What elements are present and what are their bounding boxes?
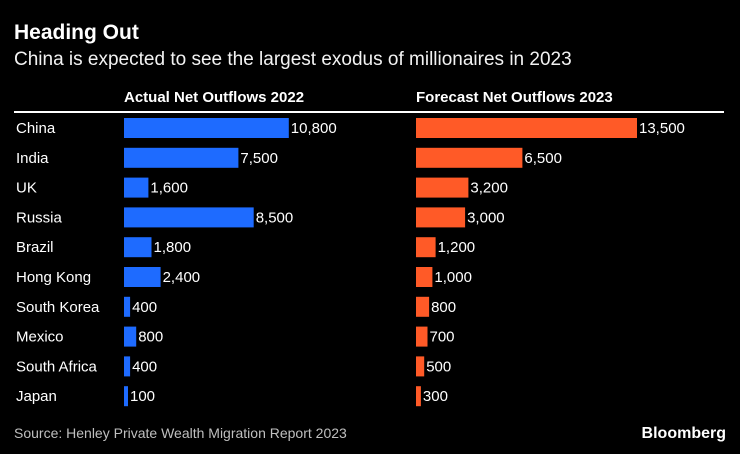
bar-forecast-brazil [416, 237, 436, 258]
value-label-forecast-south-africa: 500 [426, 358, 451, 375]
value-label-forecast-russia: 3,000 [467, 209, 505, 226]
value-label-forecast-brazil: 1,200 [438, 239, 476, 256]
value-label-forecast-hong-kong: 1,000 [434, 269, 472, 286]
category-label-russia: Russia [16, 209, 63, 226]
value-label-actual-mexico: 800 [138, 329, 163, 346]
value-label-actual-uk: 1,600 [150, 180, 188, 197]
value-label-forecast-japan: 300 [423, 388, 448, 405]
bar-forecast-hong-kong [416, 267, 433, 287]
value-label-actual-south-korea: 400 [132, 299, 157, 316]
value-label-forecast-china: 13,500 [639, 120, 685, 137]
value-label-actual-china: 10,800 [291, 120, 337, 137]
series-header-actual: Actual Net Outflows 2022 [124, 89, 305, 106]
bar-actual-uk [124, 177, 149, 198]
bar-actual-russia [124, 207, 254, 228]
bar-actual-china [124, 118, 289, 138]
bar-forecast-uk [416, 177, 469, 198]
header-divider [14, 111, 724, 113]
bar-actual-south-africa [124, 356, 131, 377]
value-label-actual-russia: 8,500 [256, 209, 294, 226]
value-label-actual-japan: 100 [130, 388, 155, 405]
category-label-south-korea: South Korea [16, 299, 100, 316]
bar-forecast-china [416, 118, 637, 138]
bar-forecast-south-africa [416, 356, 425, 377]
bar-actual-hong-kong [124, 267, 161, 287]
value-label-forecast-south-korea: 800 [431, 299, 456, 316]
bar-actual-brazil [124, 237, 152, 258]
category-label-brazil: Brazil [16, 239, 54, 256]
bar-forecast-india [416, 147, 523, 168]
category-label-india: India [16, 150, 49, 167]
source-note: Source: Henley Private Wealth Migration … [14, 425, 347, 441]
bar-actual-japan [124, 386, 128, 407]
bar-forecast-russia [416, 207, 466, 228]
category-label-south-africa: South Africa [16, 358, 98, 375]
bar-actual-mexico [124, 326, 137, 347]
category-label-mexico: Mexico [16, 329, 64, 346]
bloomberg-logo: Bloomberg [641, 425, 726, 442]
series-header-forecast: Forecast Net Outflows 2023 [416, 89, 613, 106]
bar-actual-south-korea [124, 296, 131, 317]
value-label-forecast-india: 6,500 [524, 150, 562, 167]
category-label-china: China [16, 120, 56, 137]
bar-actual-india [124, 147, 239, 168]
bar-forecast-south-korea [416, 296, 430, 317]
value-label-actual-brazil: 1,800 [154, 239, 192, 256]
value-label-actual-south-africa: 400 [132, 358, 157, 375]
chart-title: Heading Out [14, 21, 139, 44]
category-label-hong-kong: Hong Kong [16, 269, 91, 286]
value-label-actual-india: 7,500 [240, 150, 278, 167]
bar-forecast-japan [416, 386, 421, 407]
category-label-japan: Japan [16, 388, 57, 405]
value-label-actual-hong-kong: 2,400 [163, 269, 201, 286]
value-label-forecast-mexico: 700 [430, 329, 455, 346]
category-label-uk: UK [16, 180, 37, 197]
value-label-forecast-uk: 3,200 [470, 180, 508, 197]
chart-subtitle: China is expected to see the largest exo… [14, 49, 572, 70]
bar-forecast-mexico [416, 326, 428, 347]
